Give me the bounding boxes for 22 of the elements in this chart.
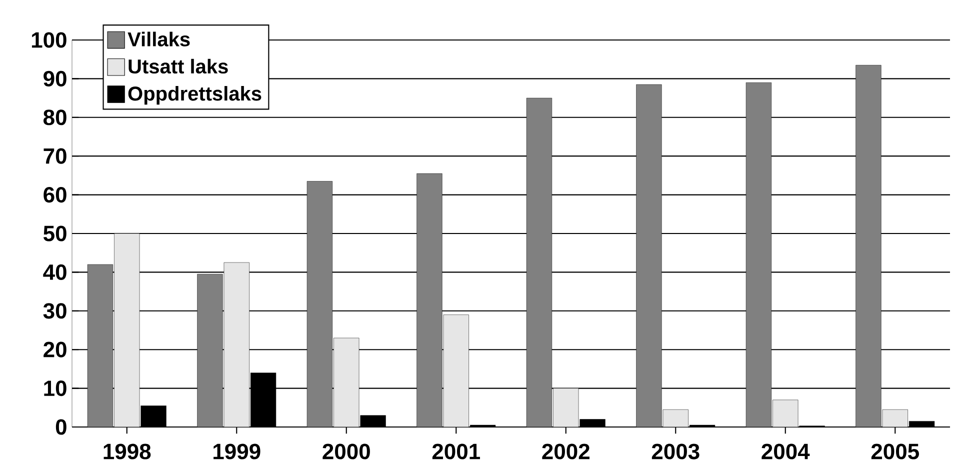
x-tick-label: 2004 — [762, 444, 810, 460]
y-tick-label: 20 — [44, 342, 66, 358]
y-tick-label: 0 — [56, 419, 66, 435]
y-tick-label: 50 — [43, 226, 66, 242]
x-tick-label: 1999 — [214, 444, 260, 460]
legend-label: Villaks — [128, 32, 190, 46]
y-tick-label: 30 — [43, 303, 66, 319]
x-tick-label: 2002 — [542, 444, 590, 460]
x-tick-label: 2000 — [322, 444, 370, 460]
y-tick-label: 70 — [44, 148, 66, 164]
y-tick-label: 90 — [44, 70, 66, 86]
y-tick-label: 60 — [44, 187, 66, 203]
y-tick-label: 100 — [32, 32, 66, 48]
legend-label: Utsatt laks — [128, 58, 228, 74]
x-tick-label: 2003 — [652, 444, 700, 460]
x-tick-label: 1998 — [104, 444, 151, 460]
y-tick-label: 80 — [44, 110, 66, 126]
legend-label: Oppdrettslaks — [128, 86, 262, 105]
x-tick-label: 2005 — [871, 444, 919, 460]
x-tick-label: 2001 — [432, 444, 480, 460]
y-tick-label: 40 — [43, 264, 66, 280]
y-tick-label: 10 — [44, 380, 66, 396]
